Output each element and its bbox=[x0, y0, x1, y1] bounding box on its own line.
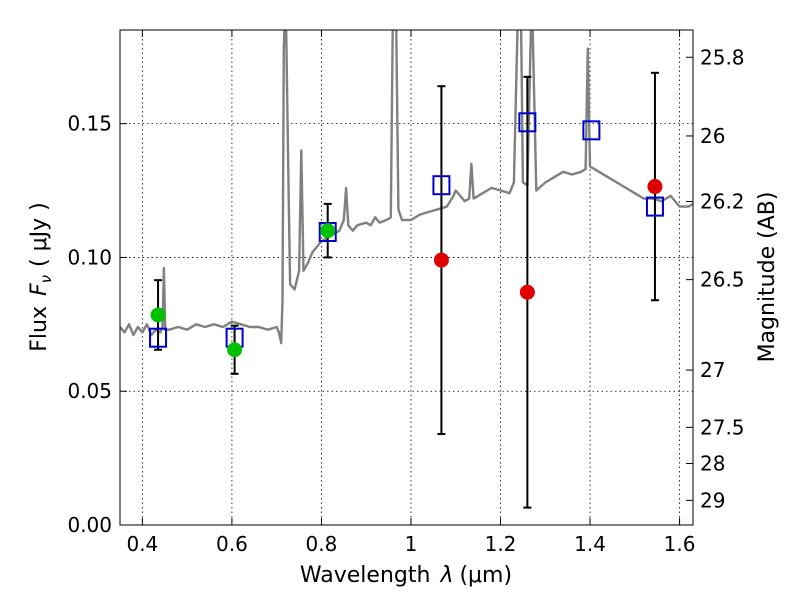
spectrum-layer bbox=[120, 30, 693, 345]
optical-detection-point bbox=[227, 342, 243, 358]
nir-detection-point bbox=[647, 179, 663, 195]
data-markers bbox=[149, 112, 664, 358]
plot-frame bbox=[119, 29, 694, 526]
model-photometry-square bbox=[432, 175, 451, 196]
x-axis-ticks: 0.4 0.6 0.8 1 1.2 1.4 1.6 bbox=[126, 30, 695, 556]
model-photometry-square bbox=[518, 112, 537, 133]
magnitude-tick-label: 26 bbox=[700, 124, 725, 148]
y-tick-label: 0.00 bbox=[67, 513, 112, 537]
x-tick-label: 1.4 bbox=[574, 532, 606, 556]
optical-detection-point bbox=[320, 223, 336, 239]
magnitude-tick-label: 28 bbox=[700, 451, 725, 475]
x-tick-label: 0.8 bbox=[306, 532, 338, 556]
magnitude-tick-label: 27 bbox=[700, 358, 725, 382]
y-axis-ticks: 0.00 0.05 0.10 0.15 bbox=[67, 112, 127, 537]
x-tick-label: 1 bbox=[405, 532, 418, 556]
x-axis-label: Wavelength λ (μm) bbox=[300, 563, 512, 588]
y-tick-label: 0.10 bbox=[67, 245, 112, 269]
grid bbox=[120, 30, 693, 526]
y-axis-label: FluxFν( μJy ) bbox=[27, 202, 55, 351]
x-tick-label: 1.2 bbox=[485, 532, 517, 556]
magnitude-axis-label: Magnitude (AB) bbox=[755, 192, 780, 363]
magnitude-tick-label: 25.8 bbox=[700, 45, 745, 69]
x-tick-label: 0.6 bbox=[216, 532, 248, 556]
magnitude-axis-ticks: 25.8 26 26.2 26.5 27 27.5 28 29 bbox=[686, 45, 745, 512]
model-photometry-square bbox=[318, 222, 337, 243]
model-photometry-square bbox=[582, 120, 601, 141]
optical-detection-point bbox=[150, 307, 166, 323]
nir-detection-point bbox=[433, 252, 449, 268]
nir-detection-point bbox=[519, 284, 535, 300]
magnitude-tick-label: 29 bbox=[700, 488, 725, 512]
y-tick-label: 0.15 bbox=[67, 112, 112, 136]
x-tick-label: 1.6 bbox=[664, 532, 696, 556]
model-photometry-square bbox=[645, 196, 664, 217]
magnitude-tick-label: 27.5 bbox=[700, 415, 745, 439]
model-spectrum-line bbox=[120, 30, 693, 345]
x-tick-label: 0.4 bbox=[126, 532, 158, 556]
y-tick-label: 0.05 bbox=[67, 379, 112, 403]
magnitude-tick-label: 26.2 bbox=[700, 190, 745, 214]
magnitude-tick-label: 26.5 bbox=[700, 268, 745, 292]
model-photometry-square bbox=[149, 327, 168, 348]
